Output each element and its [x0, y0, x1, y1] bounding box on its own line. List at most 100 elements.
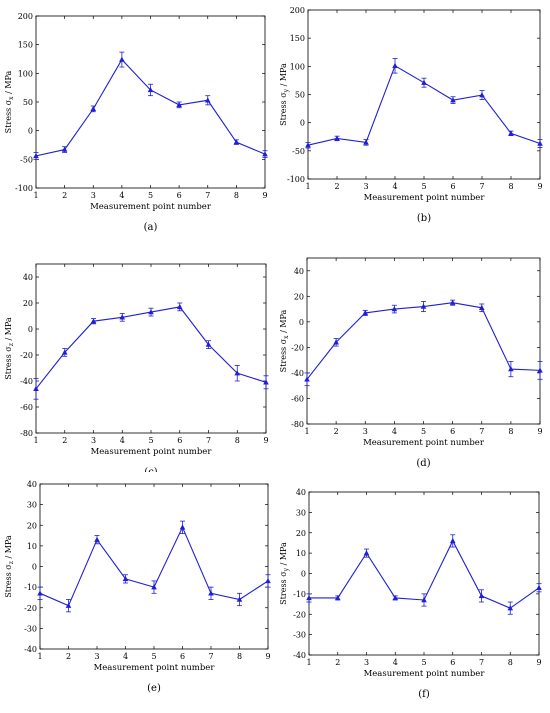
x-tick-label: 2	[62, 191, 67, 200]
x-axis-label: Measurement point number	[363, 438, 485, 448]
x-tick-label: 9	[263, 436, 268, 445]
series-line	[35, 306, 267, 390]
data-point	[176, 101, 182, 108]
x-tick-label: 5	[421, 658, 426, 667]
data-point	[449, 537, 456, 544]
x-tick-label: 4	[120, 436, 125, 445]
data-point	[449, 299, 456, 305]
x-tick-label: 8	[235, 436, 240, 445]
x-tick-label: 3	[363, 427, 368, 436]
y-tick-label: 30	[27, 501, 37, 510]
x-tick-label: 2	[334, 427, 339, 436]
data-point	[305, 142, 311, 148]
data-point	[420, 303, 427, 309]
data-point	[508, 366, 514, 372]
x-tick-label: 6	[450, 658, 455, 667]
data-point	[450, 97, 456, 103]
y-tick-label: -30	[24, 624, 37, 633]
data-point	[334, 594, 341, 601]
x-tick-label: 9	[537, 427, 542, 436]
data-point	[234, 370, 241, 376]
x-tick-label: 7	[479, 427, 484, 436]
data-point	[478, 304, 485, 310]
x-tick-label: 4	[392, 427, 397, 436]
x-tick-label: 8	[508, 658, 513, 667]
y-tick-label: 0	[32, 563, 37, 572]
data-point	[333, 339, 339, 345]
panel-label: (a)	[144, 222, 158, 233]
y-tick-label: 200	[290, 6, 305, 15]
x-tick-label: 5	[421, 427, 426, 436]
panel-label: (b)	[417, 213, 431, 224]
y-tick-label: -60	[20, 403, 33, 412]
data-point	[537, 140, 543, 146]
y-tick-label: 20	[23, 299, 33, 308]
data-point	[122, 575, 129, 582]
x-tick-label: 4	[123, 652, 128, 661]
x-tick-label: 1	[33, 191, 38, 200]
x-tick-label: 2	[335, 658, 340, 667]
x-tick-label: 6	[177, 436, 182, 445]
plot-frame	[307, 9, 541, 180]
y-tick-label: -80	[291, 420, 304, 429]
data-point	[179, 524, 186, 530]
series-line	[306, 302, 541, 380]
plot-frame	[35, 15, 266, 189]
data-point	[233, 139, 240, 145]
series-line	[307, 64, 541, 146]
x-axis-label: Measurement point number	[364, 669, 486, 679]
x-tick-label: 9	[537, 182, 542, 191]
y-tick-label: 20	[294, 292, 304, 301]
x-tick-label: 7	[208, 652, 213, 661]
y-tick-label: 0	[300, 119, 305, 128]
data-point	[33, 152, 39, 159]
data-point	[37, 590, 43, 596]
x-tick-label: 3	[91, 436, 96, 445]
plot-frame	[306, 257, 541, 425]
x-tick-label: 6	[450, 182, 455, 191]
x-tick-label: 3	[364, 658, 369, 667]
data-point	[478, 592, 485, 599]
y-tick-label: -50	[292, 147, 305, 156]
y-tick-label: -30	[293, 631, 306, 640]
y-axis-label: Stress σy / MPa	[279, 542, 290, 605]
x-tick-label: 5	[148, 191, 153, 200]
y-axis-label: Stress σx / MPa	[4, 70, 15, 133]
chart-panel-d: 1 2 3 4 5 6 7 8 9 -80 -60 -40 -20 0 20 40 Measurement po…	[275, 236, 550, 472]
y-axis-label: Stress σz / MPa	[4, 535, 15, 598]
plot-frame	[308, 491, 540, 656]
data-point	[362, 309, 369, 316]
y-tick-label: -100	[287, 175, 305, 184]
data-point	[392, 594, 399, 601]
data-point	[421, 79, 427, 85]
x-tick-label: 3	[363, 182, 368, 191]
x-tick-label: 2	[62, 436, 67, 445]
x-tick-label: 1	[37, 652, 42, 661]
y-tick-label: 50	[295, 91, 305, 100]
x-tick-label: 2	[334, 182, 339, 191]
y-tick-label: 0	[28, 325, 33, 334]
data-point	[208, 590, 214, 596]
plot-frame	[35, 263, 267, 434]
x-tick-label: 1	[33, 436, 38, 445]
y-tick-label: 200	[18, 12, 33, 21]
x-tick-label: 8	[237, 652, 242, 661]
y-tick-label: 40	[296, 488, 306, 497]
data-point	[537, 367, 543, 373]
y-tick-label: 20	[296, 529, 306, 538]
y-tick-label: -40	[291, 369, 304, 378]
y-axis-label: Stress σy / MPa	[279, 63, 290, 126]
data-point	[90, 318, 97, 324]
x-tick-label: 5	[148, 436, 153, 445]
chart-svg: 1 2 3 4 5 6 7 8 9 -80 -60 -40 -20 0 20 40 Measurement po…	[4, 263, 269, 478]
data-point	[176, 303, 183, 310]
y-tick-label: 10	[296, 549, 306, 558]
data-point	[90, 105, 97, 112]
data-point	[61, 146, 68, 152]
chart-panel-c: 1 2 3 4 5 6 7 8 9 -80 -60 -40 -20 0 20 40 Measurement po…	[0, 236, 275, 478]
chart-panel-e: 1 2 3 4 5 6 7 8 9 -40 -30 -20 -10 0 10 20 30 40 Measuremen…	[0, 472, 275, 709]
x-tick-label: 8	[508, 182, 513, 191]
x-tick-label: 7	[479, 658, 484, 667]
panel-label: (e)	[147, 683, 161, 694]
x-tick-label: 4	[393, 658, 398, 667]
